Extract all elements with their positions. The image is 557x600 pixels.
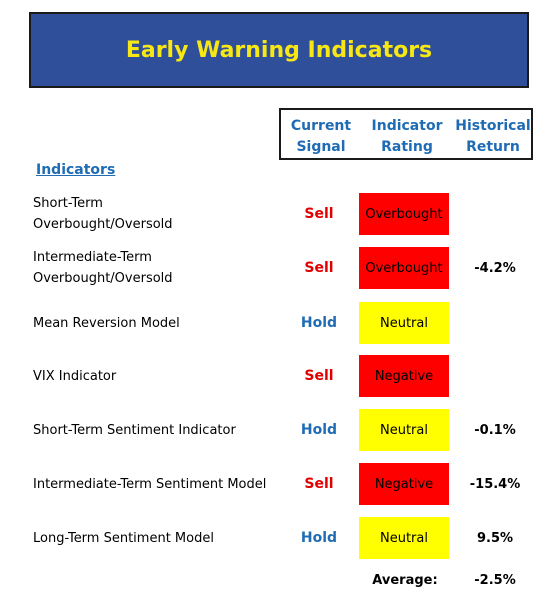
historical-return-value bbox=[455, 190, 535, 238]
historical-return-value: -15.4% bbox=[469, 476, 521, 492]
average-value: -2.5% bbox=[474, 573, 516, 588]
signal-value: Hold bbox=[300, 530, 338, 546]
page-title: Early Warning Indicators bbox=[125, 37, 433, 63]
table-row: Intermediate-Term Overbought/Oversold Sell… bbox=[0, 244, 557, 292]
signal-value: Hold bbox=[300, 422, 338, 438]
indicator-name-line: Overbought/Oversold bbox=[33, 217, 173, 232]
indicator-name: Mean Reversion Model bbox=[33, 299, 273, 347]
indicator-name-line: Intermediate-Term Sentiment Model bbox=[33, 476, 267, 492]
indicator-name-line: Intermediate-Term bbox=[33, 250, 152, 265]
header-historical-return-line2: Return bbox=[466, 139, 520, 155]
header-current-signal-line2: Signal bbox=[296, 139, 346, 155]
indicator-name-line: Mean Reversion Model bbox=[33, 315, 180, 331]
rating-cell: Neutral bbox=[359, 409, 449, 451]
indicator-name-line: Overbought/Oversold bbox=[33, 271, 173, 286]
header-indicator-rating-line2: Rating bbox=[381, 139, 433, 155]
header-current-signal-line1: Current bbox=[290, 118, 352, 134]
indicator-name: VIX Indicator bbox=[33, 352, 273, 400]
title-banner: Early Warning Indicators bbox=[29, 12, 529, 88]
signal-value: Hold bbox=[300, 315, 338, 331]
indicators-section-label: Indicators bbox=[36, 162, 116, 178]
header-historical-return: Historical Return bbox=[453, 116, 533, 158]
table-row: Short-Term Sentiment Indicator Hold Neutra… bbox=[0, 406, 557, 454]
table-row: Mean Reversion Model Hold Neutral bbox=[0, 299, 557, 347]
historical-return-value: -4.2% bbox=[474, 260, 516, 276]
historical-return-value: -0.1% bbox=[474, 422, 516, 438]
indicator-name: Short-Term Sentiment Indicator bbox=[33, 406, 273, 454]
rating-cell: Negative bbox=[359, 355, 449, 397]
indicator-name-line: VIX Indicator bbox=[33, 368, 117, 384]
rating-cell: Negative bbox=[359, 463, 449, 505]
signal-value: Sell bbox=[304, 476, 334, 492]
table-row: VIX Indicator Sell Negative bbox=[0, 352, 557, 400]
table-row: Long-Term Sentiment Model Hold Neutral 9.5% bbox=[0, 514, 557, 562]
indicator-name-line: Short-Term Sentiment Indicator bbox=[33, 422, 236, 438]
indicator-name: Long-Term Sentiment Model bbox=[33, 514, 273, 562]
header-indicator-rating: Indicator Rating bbox=[361, 116, 453, 158]
table-row: Short-Term Overbought/Oversold Sell Overbou… bbox=[0, 190, 557, 238]
rating-cell: Overbought bbox=[359, 247, 449, 289]
indicator-name-line: Short-Term bbox=[33, 196, 103, 211]
historical-return-value bbox=[455, 352, 535, 400]
rating-cell: Overbought bbox=[359, 193, 449, 235]
historical-return-value bbox=[455, 299, 535, 347]
rating-cell: Neutral bbox=[359, 517, 449, 559]
rating-cell: Neutral bbox=[359, 302, 449, 344]
header-historical-return-line1: Historical bbox=[455, 118, 531, 134]
header-current-signal: Current Signal bbox=[281, 116, 361, 158]
indicator-name: Intermediate-Term Overbought/Oversold bbox=[33, 244, 273, 292]
historical-return-value: 9.5% bbox=[476, 530, 514, 546]
header-indicator-rating-line1: Indicator bbox=[371, 118, 443, 134]
signal-value: Sell bbox=[304, 368, 334, 384]
signal-value: Sell bbox=[304, 206, 334, 222]
signal-value: Sell bbox=[304, 260, 334, 276]
table-row: Intermediate-Term Sentiment Model Sell Neg… bbox=[0, 460, 557, 508]
indicator-name: Short-Term Overbought/Oversold bbox=[33, 190, 273, 238]
indicator-name-line: Long-Term Sentiment Model bbox=[33, 530, 214, 546]
column-header-box: Current Signal Indicator Rating Historic… bbox=[279, 108, 533, 160]
indicator-name: Intermediate-Term Sentiment Model bbox=[33, 460, 273, 508]
average-label: Average: bbox=[372, 573, 438, 588]
